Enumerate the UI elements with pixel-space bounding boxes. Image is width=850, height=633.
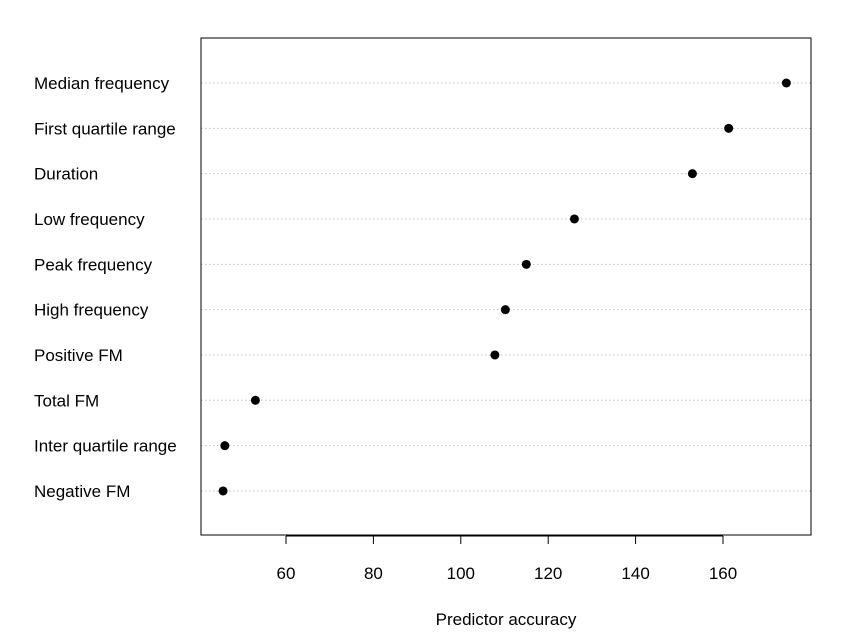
category-label: Low frequency	[34, 210, 145, 229]
data-point	[218, 486, 228, 496]
data-point	[220, 441, 230, 451]
x-tick-label: 140	[621, 564, 649, 583]
category-label: Peak frequency	[34, 255, 153, 274]
x-tick-label: 120	[534, 564, 562, 583]
x-tick-label: 160	[709, 564, 737, 583]
data-point	[569, 214, 579, 224]
x-tick-label: 80	[364, 564, 383, 583]
plot-frame	[200, 37, 812, 536]
data-point	[687, 169, 697, 179]
data-point	[724, 123, 734, 133]
category-labels: Median frequency First quartile range Dura…	[34, 74, 177, 501]
category-label: Median frequency	[34, 74, 170, 93]
x-tick-label: 100	[447, 564, 475, 583]
category-label: Duration	[34, 165, 98, 184]
data-point	[250, 395, 260, 405]
category-label: First quartile range	[34, 119, 176, 138]
data-point	[500, 305, 510, 315]
category-label: Inter quartile range	[34, 437, 177, 456]
data-point	[490, 350, 500, 360]
x-tick-label: 60	[277, 564, 296, 583]
grid-lines	[201, 82, 811, 492]
data-point	[521, 259, 531, 269]
data-points	[218, 78, 791, 496]
category-label: Positive FM	[34, 346, 123, 365]
category-label: Negative FM	[34, 482, 130, 501]
category-label: Total FM	[34, 391, 99, 410]
x-axis: 60 80 100 120 140 160	[277, 535, 737, 583]
category-label: High frequency	[34, 301, 149, 320]
x-axis-title: Predictor accuracy	[436, 610, 577, 629]
data-point	[781, 78, 791, 88]
